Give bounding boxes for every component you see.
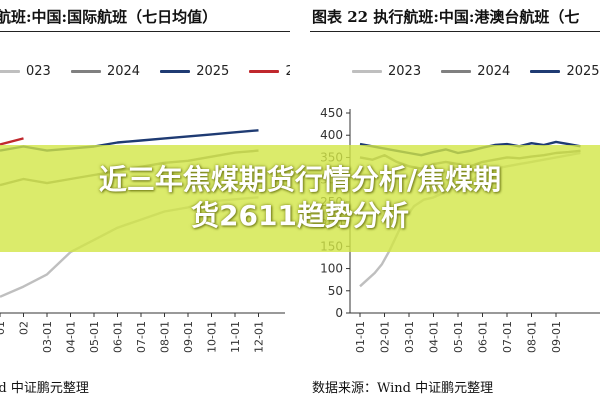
right-y-tick-label: 100	[320, 262, 343, 276]
right-legend-label-2: 2025	[566, 64, 600, 79]
left-x-tick-label: 04-01	[65, 321, 78, 353]
right-x-tick-label: 09-01	[550, 321, 563, 353]
left-legend-swatch-2	[160, 70, 191, 73]
right-legend-item-1: 2024	[441, 64, 510, 79]
left-x-tick-label: 05-01	[88, 321, 101, 353]
left-x-tick-label: 02	[18, 321, 31, 335]
right-x-tick-label: 07-01	[501, 321, 514, 353]
left-x-tick-label: 12-01	[253, 321, 266, 353]
left-series-line-3	[0, 137, 24, 146]
left-x-tick-label: 11-01	[229, 321, 242, 353]
right-legend-swatch-1	[441, 70, 472, 73]
left-source-note: nd 中证鹏元整理	[0, 381, 89, 396]
left-legend-item-3: 2026	[249, 64, 290, 79]
left-legend-swatch-1	[70, 70, 101, 73]
right-x-tick-label: 01-01	[354, 321, 367, 353]
right-x-tick-label: 04-01	[428, 321, 441, 353]
left-legend-item-2: 2025	[160, 64, 229, 79]
right-x-tick-label: 05-01	[452, 321, 465, 353]
right-source-note: 数据来源：Wind 中证鹏元整理	[312, 381, 494, 396]
right-legend-item-2: 2025	[530, 64, 600, 79]
left-title-rule	[0, 31, 290, 32]
right-y-tick-label: 450	[320, 106, 343, 120]
left-legend-label-0: 023	[26, 64, 51, 79]
left-legend-label-3: 2026	[285, 64, 290, 79]
right-y-tick-label: 50	[328, 284, 343, 298]
left-legend-item-1: 2024	[70, 64, 141, 79]
right-x-tick-label: 02-01	[379, 321, 392, 353]
article-title-line-2: 货2611趋势分析	[191, 199, 409, 232]
right-title-rule	[310, 31, 600, 32]
left-legend-swatch-3	[249, 70, 280, 73]
left-legend-label-1: 2024	[106, 64, 141, 79]
right-legend-item-0: 2023	[352, 64, 421, 79]
left-chart-title: 航班:中国:国际航班（七日均值）	[0, 8, 218, 26]
left-x-tick-label: 07-01	[135, 321, 148, 353]
article-title-line-1: 近三年焦煤期货行情分析/焦煤期	[98, 163, 502, 196]
right-legend-swatch-0	[352, 70, 382, 73]
left-x-tick-label: 01	[0, 321, 7, 335]
article-title-banner	[0, 145, 600, 252]
right-legend-label-0: 2023	[388, 64, 422, 79]
right-x-tick-label: 08-01	[526, 321, 539, 353]
left-x-tick-label: 03-01	[41, 321, 54, 353]
right-chart-legend: 2023 2024 2025	[352, 62, 600, 79]
right-chart-title: 图表 22 执行航班:中国:港澳台航班（七	[312, 8, 580, 26]
article-title-text: 近三年焦煤期货行情分析/焦煤期 货2611趋势分析	[0, 162, 600, 234]
left-legend-swatch-0	[0, 70, 20, 73]
right-x-tick-label: 03-01	[403, 321, 416, 353]
left-legend-item-0: 023	[0, 64, 51, 79]
right-y-tick-label: 400	[320, 128, 343, 142]
left-x-tick-label: 09-01	[182, 321, 195, 353]
left-x-tick-label: 06-01	[112, 321, 125, 353]
left-x-tick-label: 10-01	[206, 321, 219, 353]
left-x-tick-label: 08-01	[159, 321, 172, 353]
left-legend-label-2: 2025	[196, 64, 230, 79]
right-legend-swatch-2	[530, 70, 561, 73]
right-x-tick-label: 06-01	[477, 321, 490, 353]
left-chart-legend: 023 2024 2025 2026	[0, 62, 290, 79]
right-legend-label-1: 2024	[477, 64, 511, 79]
right-y-tick-label: 0	[335, 306, 343, 320]
